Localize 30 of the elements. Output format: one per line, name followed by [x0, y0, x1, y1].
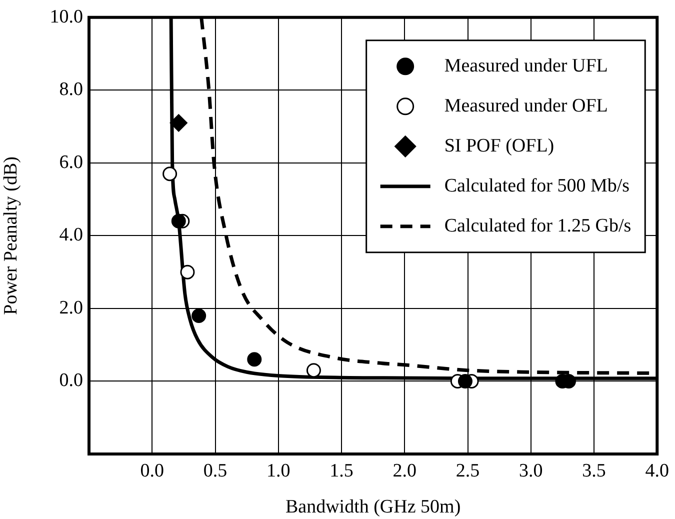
legend-label: Calculated for 1.25 Gb/s	[444, 215, 632, 236]
point	[162, 166, 178, 182]
y-tick-label: 6.0	[59, 152, 83, 173]
legend-label: SI POF (OFL)	[444, 135, 554, 156]
legend-label: Measured under OFL	[444, 95, 608, 116]
x-axis-title: Bandwidth (GHz 50m)	[285, 496, 461, 518]
x-tick-label: 4.0	[645, 460, 669, 482]
point	[306, 363, 321, 378]
x-tick-label: 1.0	[266, 460, 290, 482]
x-tick-label: 0.5	[203, 460, 228, 482]
point	[458, 374, 472, 388]
point	[170, 114, 188, 132]
x-tick-label: 0.0	[140, 460, 164, 482]
y-tick-label: 4.0	[59, 224, 83, 246]
point	[247, 352, 262, 367]
x-tick-label: 1.5	[330, 460, 354, 482]
x-tick-label: 2.5	[456, 460, 480, 482]
point	[180, 264, 195, 280]
point	[171, 214, 186, 228]
legend-label: Measured under UFL	[444, 55, 608, 76]
y-tick-label: 0.0	[59, 370, 83, 392]
y-axis-title: Power Peanalty (dB)	[0, 156, 22, 315]
y-tick-label: 10.0	[50, 6, 83, 28]
y-tick-label: 8.0	[59, 79, 83, 100]
x-tick-label: 2.0	[392, 460, 416, 482]
legend-label: Calculated for 500 Mb/s	[444, 175, 630, 196]
point	[192, 308, 206, 323]
x-tick-label: 3.0	[519, 460, 543, 482]
y-tick-label: 2.0	[59, 297, 83, 318]
x-tick-label: 3.5	[582, 460, 606, 482]
